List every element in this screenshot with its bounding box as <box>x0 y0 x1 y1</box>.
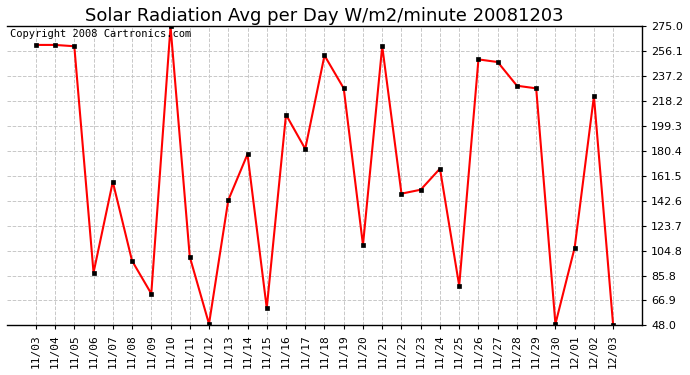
Text: Copyright 2008 Cartronics.com: Copyright 2008 Cartronics.com <box>10 30 191 39</box>
Title: Solar Radiation Avg per Day W/m2/minute 20081203: Solar Radiation Avg per Day W/m2/minute … <box>85 7 564 25</box>
